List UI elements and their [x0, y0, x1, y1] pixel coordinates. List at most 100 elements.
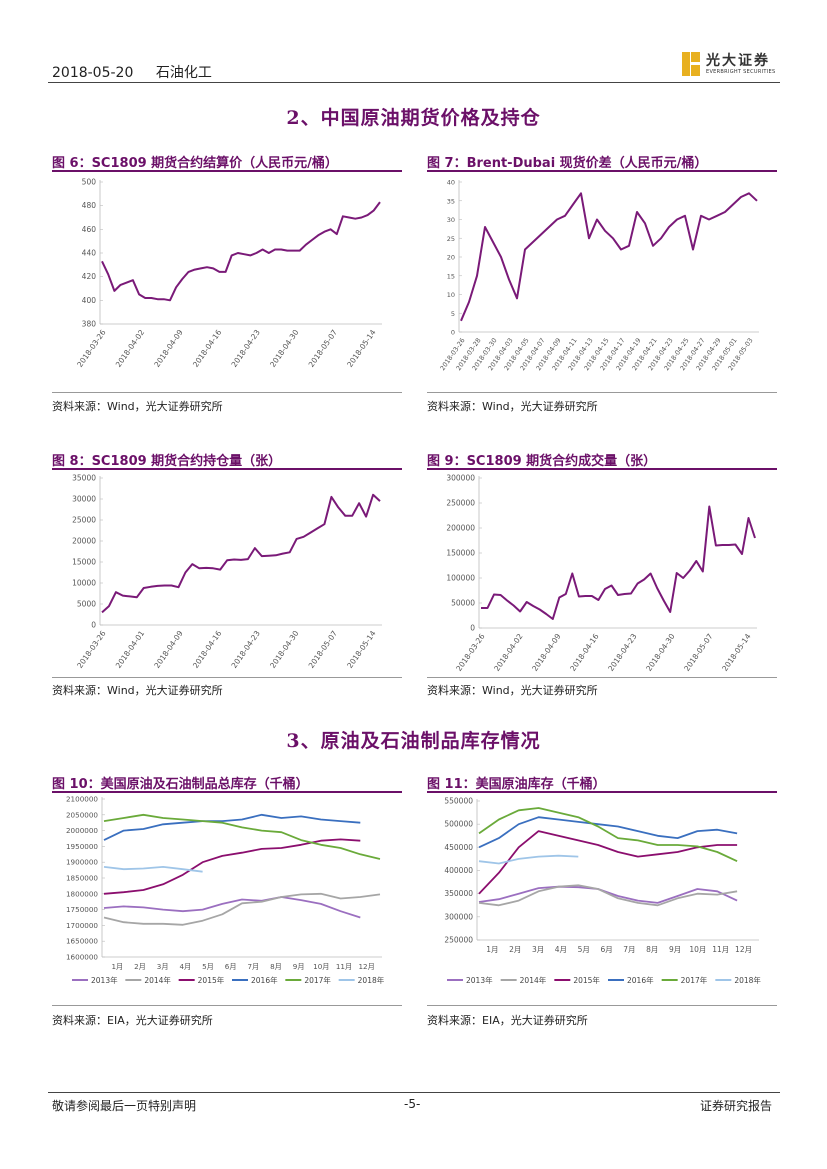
series-line	[101, 493, 381, 614]
x-tick-label: 4月	[179, 962, 191, 971]
header-divider	[48, 82, 780, 83]
x-tick-label: 2018-04-23	[230, 328, 263, 369]
y-tick-label: 250000	[444, 936, 473, 945]
x-tick-label: 2018-04-23	[606, 632, 639, 673]
x-tick-label: 3月	[157, 962, 169, 971]
y-tick-label: 300000	[446, 474, 475, 483]
figure-10-source: 资料来源：EIA，光大证券研究所	[52, 1014, 213, 1027]
figure-7-source-rule	[427, 392, 777, 393]
report-sector: 石油化工	[155, 65, 212, 81]
figure-9-source: 资料来源：Wind，光大证券研究所	[427, 684, 598, 697]
y-tick-label: 15000	[72, 558, 96, 567]
series-line	[103, 813, 361, 841]
y-tick-label: 300000	[444, 912, 473, 921]
y-tick-label: 30000	[72, 495, 96, 504]
legend-label: 2015年	[198, 975, 225, 985]
figure-6-source: 资料来源：Wind，光大证券研究所	[52, 400, 223, 413]
y-tick-label: 1900000	[66, 858, 98, 867]
x-tick-label: 2018-04-16	[191, 629, 224, 670]
x-tick-label: 8月	[270, 962, 282, 971]
x-tick-label: 8月	[646, 945, 658, 954]
legend-label: 2018年	[358, 975, 385, 985]
x-tick-label: 2018-05-07	[682, 632, 715, 673]
x-tick-label: 2018-04-09	[530, 632, 563, 673]
figure-7-title: 图 7：Brent-Dubai 现货价差（人民币元/桶）	[427, 156, 708, 171]
x-tick-label: 10月	[313, 962, 329, 971]
y-tick-label: 35	[447, 197, 455, 205]
figure-11-source-rule	[427, 1005, 777, 1006]
y-tick-label: 350000	[444, 889, 473, 898]
series-line	[478, 885, 738, 904]
legend-label: 2013年	[466, 975, 493, 985]
x-tick-label: 2018-04-01	[114, 629, 147, 670]
legend-label: 2013年	[91, 975, 118, 985]
figure-10-source-rule	[52, 1005, 402, 1006]
footer-report-type: 证券研究报告	[700, 1099, 773, 1113]
x-tick-label: 5月	[578, 945, 590, 954]
figure-8-title: 图 8：SC1809 期货合约持仓量（张）	[52, 454, 282, 469]
figure-8-chart: 0 5000 10000 15000 20000 25000 30000 35000 2018-…	[72, 474, 382, 670]
x-tick-label: 4月	[555, 945, 567, 954]
x-tick-label: 2018-05-14	[720, 632, 753, 673]
x-tick-label: 2018-04-16	[568, 632, 601, 673]
y-tick-label: 0	[451, 329, 455, 337]
figure-9-chart: 0 50000 100000 150000 200000 250000 300000 2018…	[446, 474, 757, 673]
x-tick-label: 11月	[712, 945, 729, 954]
figure-11-rule	[427, 791, 777, 793]
figure-11-title: 图 11：美国原油库存（千桶）	[427, 777, 606, 792]
y-tick-label: 1700000	[66, 921, 98, 930]
figure-8-rule	[52, 468, 402, 470]
y-tick-label: 2050000	[66, 810, 98, 819]
y-tick-label: 0	[470, 624, 475, 633]
x-tick-label: 2018-04-02	[114, 328, 147, 369]
series-line	[481, 505, 756, 620]
figure-7-source: 资料来源：Wind，光大证券研究所	[427, 400, 598, 413]
legend-label: 2017年	[681, 975, 708, 985]
series-line	[103, 866, 203, 873]
y-tick-label: 40	[447, 179, 455, 187]
figure-6-rule	[52, 170, 402, 172]
legend-label: 2016年	[627, 975, 654, 985]
brand-cn: 光大证券	[706, 53, 770, 69]
y-tick-label: 460	[82, 225, 97, 234]
y-tick-label: 2100000	[66, 795, 98, 804]
figure-9-rule	[427, 468, 777, 470]
x-tick-label: 9月	[669, 945, 681, 954]
report-date: 2018-05-20	[52, 65, 134, 81]
figure-11-source: 资料来源：EIA，光大证券研究所	[427, 1014, 588, 1027]
figure-10-title: 图 10：美国原油及石油制品总库存（千桶）	[52, 777, 309, 792]
y-tick-label: 50000	[451, 599, 475, 608]
x-tick-label: 2月	[134, 962, 146, 971]
legend-label: 2017年	[304, 975, 331, 985]
y-tick-label: 1650000	[66, 937, 98, 946]
x-tick-label: 2018-04-30	[268, 629, 301, 670]
series-line	[103, 892, 381, 926]
figure-10-chart: 1600000 1650000 1700000 1750000 1800000 18500…	[66, 795, 385, 986]
y-tick-label: 250000	[446, 499, 475, 508]
x-tick-label: 7月	[623, 945, 635, 954]
y-tick-label: 550000	[444, 797, 473, 806]
y-tick-label: 20	[447, 254, 455, 262]
x-tick-label: 11月	[336, 962, 352, 971]
x-tick-label: 2018-04-23	[230, 629, 263, 670]
x-tick-label: 2月	[509, 945, 521, 954]
page-number: -5-	[404, 1097, 421, 1111]
x-tick-label: 2018-03-26	[75, 328, 108, 369]
y-tick-label: 200000	[446, 524, 475, 533]
series-line	[478, 830, 738, 895]
y-tick-label: 25000	[72, 516, 96, 525]
x-tick-label: 2018-03-26	[75, 629, 108, 670]
y-tick-label: 400000	[444, 866, 473, 875]
y-tick-label: 35000	[72, 474, 96, 483]
y-tick-label: 400	[82, 296, 97, 305]
y-tick-label: 30	[447, 216, 455, 224]
y-tick-label: 500000	[444, 820, 473, 829]
y-tick-label: 1600000	[66, 953, 98, 962]
footer-divider	[48, 1092, 780, 1093]
figure-8-source: 资料来源：Wind，光大证券研究所	[52, 684, 223, 697]
y-tick-label: 1950000	[66, 842, 98, 851]
legend-label: 2015年	[573, 975, 600, 985]
y-tick-label: 10000	[72, 579, 96, 588]
y-tick-label: 10	[447, 291, 455, 299]
